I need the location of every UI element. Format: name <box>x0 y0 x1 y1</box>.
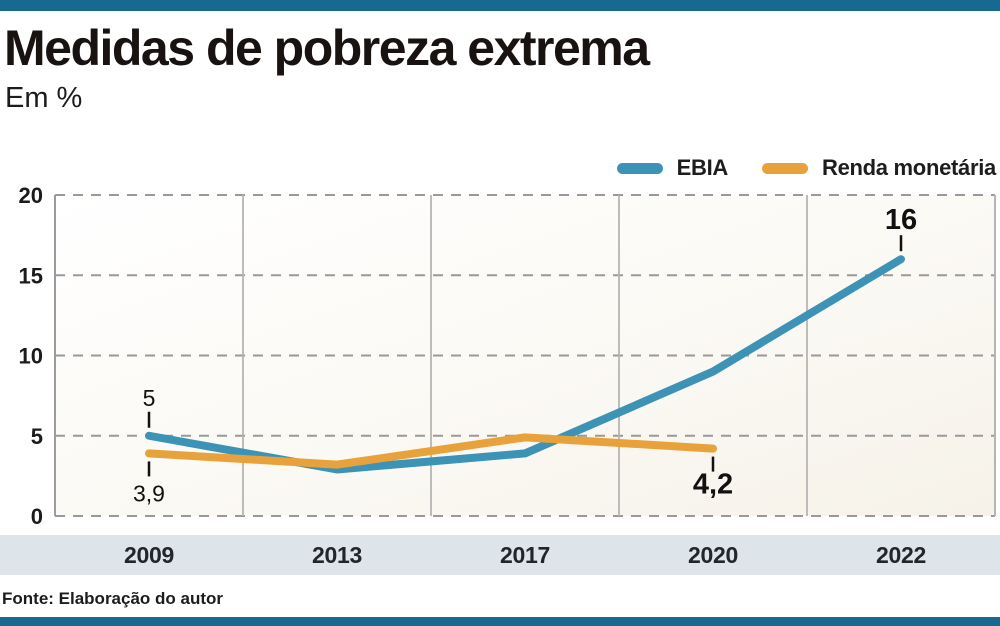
legend: EBIA Renda monetária <box>616 155 996 181</box>
y-tick-label: 10 <box>19 344 43 369</box>
chart-canvas: 0 5 10 15 20 5 3,9 4,2 16 <box>19 183 996 529</box>
x-axis-label-2013: 2013 <box>312 542 362 568</box>
legend-label-ebia: EBIA <box>676 155 729 180</box>
page-title: Medidas de pobreza extrema <box>4 20 650 76</box>
y-tick-label: 5 <box>31 424 43 449</box>
x-axis-label-2017: 2017 <box>500 542 550 568</box>
line-chart: 0 5 10 15 20 5 3,9 4,2 16 <box>0 183 1000 535</box>
bottom-accent-bar <box>0 617 1000 626</box>
data-label: 4,2 <box>693 469 733 501</box>
renda-line-swatch-icon <box>762 162 808 174</box>
legend-label-renda: Renda monetária <box>822 155 996 180</box>
renda-monet-ria-line <box>145 433 717 469</box>
source-text: Fonte: Elaboração do autor <box>2 589 224 608</box>
x-axis-label-2020: 2020 <box>688 542 738 568</box>
ebia-line-swatch-icon <box>616 162 663 174</box>
x-axis-label-2022: 2022 <box>876 542 926 568</box>
data-label: 16 <box>885 204 917 236</box>
page-subtitle: Em % <box>5 82 83 114</box>
data-label: 5 <box>143 385 156 411</box>
legend-item-ebia: EBIA <box>616 155 729 181</box>
legend-item-renda: Renda monetária <box>762 155 996 181</box>
year-band: 2009 2013 2017 2020 2022 <box>0 535 1000 575</box>
y-tick-label: 20 <box>19 185 43 208</box>
y-tick-label: 15 <box>19 263 43 288</box>
x-axis-label-2009: 2009 <box>124 542 174 568</box>
top-accent-bar <box>0 0 1000 11</box>
data-label: 3,9 <box>133 480 165 506</box>
y-tick-label: 0 <box>31 504 43 529</box>
